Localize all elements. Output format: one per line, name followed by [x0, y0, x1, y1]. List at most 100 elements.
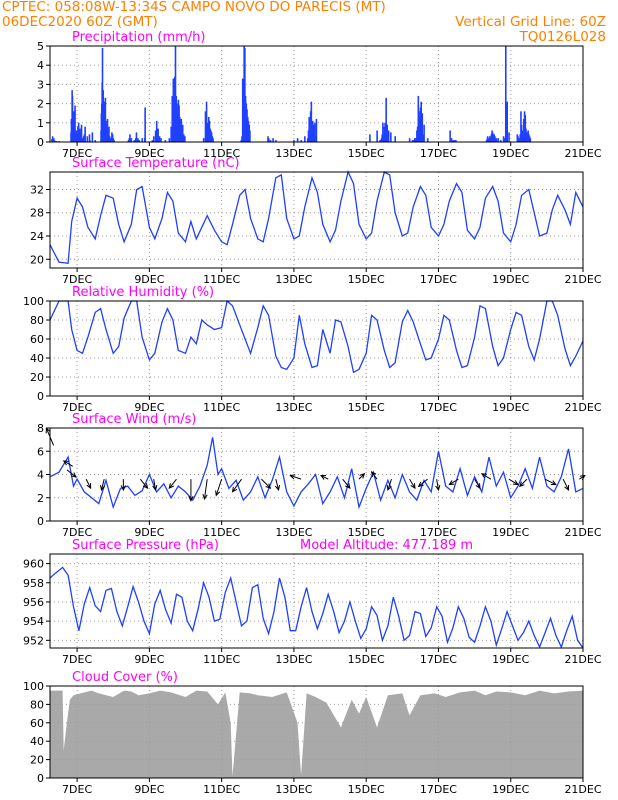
precip-bar [168, 138, 171, 142]
x-tick-label: 17DEC [420, 653, 457, 666]
precip-bar [113, 140, 115, 142]
model-altitude-label: Model Altitude: 477.189 m [300, 538, 473, 553]
precip-bar [171, 95, 174, 142]
wind-arrow-head [45, 427, 51, 434]
x-tick-label: 13DEC [275, 147, 312, 160]
wind-arrow-head [480, 473, 487, 479]
precip-bar [495, 138, 498, 142]
wind-arrow [85, 478, 92, 489]
precip-bar [184, 136, 186, 142]
wind-arrow-head [168, 483, 175, 490]
y-tick-label: 958 [23, 577, 44, 590]
x-tick-label: 13DEC [275, 783, 312, 796]
y-tick-label: 100 [23, 295, 44, 308]
precip-bar [386, 124, 389, 142]
wind-arrow [139, 478, 148, 489]
y-tick-label: 60 [30, 333, 44, 346]
precip-bar [421, 113, 424, 142]
precip-bar [315, 118, 318, 142]
wind-arrow [387, 478, 392, 491]
precip-bar [314, 122, 316, 142]
wind-arrow-head [435, 485, 441, 492]
wind-arrow-head [274, 484, 281, 492]
x-tick-label: 13DEC [275, 273, 312, 286]
precip-bar [449, 130, 451, 142]
x-tick-label: 19DEC [492, 783, 529, 796]
precip-bar [164, 140, 167, 142]
panel-title: Precipitation (mm/h) [72, 30, 205, 45]
wind-arrow [449, 478, 459, 485]
precip-bar [53, 140, 56, 142]
wind-arrow [544, 478, 557, 485]
x-tick-label: 7DEC [62, 653, 92, 666]
precip-bar [153, 136, 155, 142]
wind-arrow-head [448, 480, 455, 486]
wind-arrow-head [152, 485, 158, 492]
precip-bar [51, 136, 54, 142]
wind-arrow [436, 479, 439, 491]
x-tick-label: 15DEC [348, 653, 385, 666]
precip-bar [506, 101, 509, 142]
precip-bar [249, 130, 251, 142]
wind-arrow-head [518, 481, 525, 488]
precip-bar [104, 97, 107, 142]
precip-bar [304, 136, 306, 142]
wind-arrow [261, 478, 271, 489]
wind-arrow [508, 478, 519, 485]
x-tick-label: 11DEC [203, 401, 240, 414]
precip-bar [296, 138, 299, 142]
precip-bar [452, 140, 454, 142]
precip-bar [504, 46, 507, 142]
run-date: 06DEC2020 60Z (GMT) [2, 14, 158, 30]
precip-bar [91, 132, 94, 142]
precip-bar [205, 101, 208, 142]
precip-bar [382, 122, 384, 142]
precip-bar [529, 138, 532, 142]
x-tick-label: 13DEC [275, 526, 312, 539]
precip-bar [310, 101, 313, 142]
panel-title: Surface Wind (m/s) [72, 412, 196, 427]
x-tick-label: 11DEC [203, 273, 240, 286]
precip-bar [154, 130, 157, 142]
wind-arrow-head [188, 496, 194, 502]
precip-bar [183, 134, 185, 142]
wind-arrow-head [142, 483, 149, 490]
wind-arrow-head [320, 475, 327, 480]
wind-arrow [275, 479, 280, 491]
wind-arrow [358, 473, 365, 480]
x-tick-label: 9DEC [134, 783, 164, 796]
precip-bar [158, 136, 161, 142]
panel-title: Surface Pressure (hPa) [72, 538, 219, 553]
y-tick-label: 24 [30, 230, 44, 243]
precip-bar [411, 140, 414, 142]
series-line [49, 437, 584, 510]
precip-bar [151, 140, 154, 142]
wind-arrow-head [475, 483, 481, 490]
precip-bar [426, 138, 429, 142]
wind-arrow [215, 478, 223, 496]
x-tick-label: 15DEC [348, 273, 385, 286]
precip-bar [141, 138, 144, 142]
x-tick-label: 7DEC [62, 526, 92, 539]
precip-bar [517, 136, 519, 142]
wind-arrow [481, 473, 492, 480]
x-tick-label: 21DEC [564, 147, 601, 160]
x-tick-label: 15DEC [348, 783, 385, 796]
precip-bar [244, 47, 246, 142]
x-tick-label: 17DEC [420, 147, 457, 160]
precip-bar [202, 138, 205, 142]
y-tick-label: 2 [37, 98, 44, 111]
wind-arrow-head [359, 472, 366, 479]
wind-arrow-head [99, 484, 106, 492]
station-title: CPTEC: 058:08W-13:34S CAMPO NOVO DO PARE… [2, 0, 386, 15]
precip-bar [453, 140, 456, 142]
wind-arrow [203, 479, 208, 500]
wind-arrow-head [550, 480, 557, 486]
wind-arrow-head [564, 484, 570, 491]
panel-title: Relative Humidity (%) [72, 285, 214, 300]
model-id: TQ0126L028 [519, 29, 606, 45]
precip-bar [89, 140, 91, 142]
precip-bar [88, 134, 91, 142]
precip-bar [455, 140, 457, 142]
wind-arrow-head [512, 480, 519, 486]
